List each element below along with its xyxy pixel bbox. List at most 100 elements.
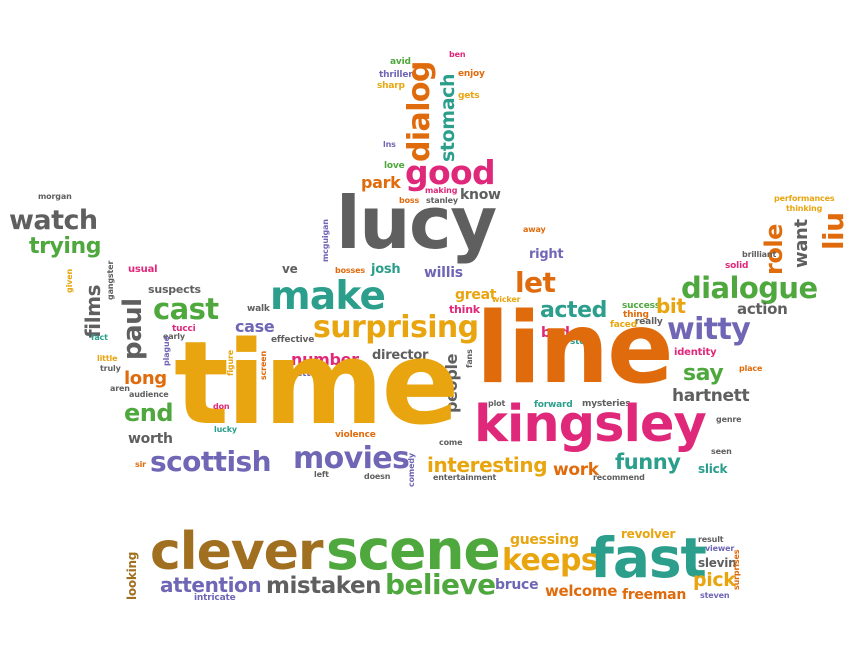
word-fact: fact xyxy=(91,333,108,342)
word-wicker: make xyxy=(270,274,386,319)
word-josh: josh xyxy=(371,262,401,277)
word-trying: trying xyxy=(29,234,102,259)
word-make: dialogue xyxy=(681,271,818,305)
word-thriller: thriller xyxy=(379,70,413,80)
word-freeman: freeman xyxy=(622,587,687,603)
word-dialogue: solid xyxy=(725,261,749,271)
word-ve: ve xyxy=(282,262,298,276)
word-director: director xyxy=(372,348,429,363)
word-suspects: suspects xyxy=(148,283,201,296)
word-know: know xyxy=(460,187,501,203)
word-intricate: intricate xyxy=(194,593,236,603)
word-bit: bit xyxy=(656,294,686,318)
word-case: early xyxy=(163,332,185,341)
word-worth: worth xyxy=(128,431,173,447)
word-performances: performances xyxy=(774,194,835,203)
word-bosses: bosses xyxy=(335,266,365,275)
word-aren: aren xyxy=(110,384,130,393)
word-scottish: scottish xyxy=(150,445,272,478)
word-mcguigan: mcguigan xyxy=(321,219,330,262)
word-result: result xyxy=(698,535,724,544)
word-morgan: morgan xyxy=(38,192,72,201)
word-given: given xyxy=(65,268,74,293)
word-genre: genre xyxy=(716,415,742,424)
word-gangster: gangster xyxy=(106,260,115,300)
word-sharp: sharp xyxy=(377,81,405,91)
word-viewer: viewer xyxy=(705,544,735,553)
word-scene: scene xyxy=(326,518,501,582)
word-stanley: stanley xyxy=(426,196,458,205)
word-tucci: walk xyxy=(247,304,270,314)
word-want: want xyxy=(791,219,812,268)
word-story: acted xyxy=(540,298,607,323)
word-line: line xyxy=(476,292,674,406)
word-fast: fast xyxy=(590,526,707,590)
word-usual: usual xyxy=(128,264,158,275)
word-bad: faced xyxy=(610,320,637,330)
word-left: left xyxy=(314,470,329,479)
word-watch: watch xyxy=(9,205,98,236)
word-acted: really xyxy=(635,317,663,327)
word-seen: seen xyxy=(711,447,732,456)
word-solid: story xyxy=(570,337,596,347)
word-bruce: bruce xyxy=(495,577,539,593)
word-lns: lns xyxy=(383,140,396,149)
word-plot: plot xyxy=(488,399,506,408)
word-love: love xyxy=(384,161,405,171)
word-great: cast xyxy=(153,292,219,326)
word-avid: avid xyxy=(390,57,411,67)
word-dialog: dialog xyxy=(402,61,437,162)
word-right: right xyxy=(529,247,564,262)
word-guessing: guessing xyxy=(510,532,579,548)
word-slick: slick xyxy=(698,462,728,476)
word-brilliant: bad xyxy=(541,325,570,341)
word-mysteries: mysteries xyxy=(582,399,631,409)
word-recommend: recommend xyxy=(593,473,645,482)
word-effective: case xyxy=(235,317,275,336)
word-interesting: interesting xyxy=(427,453,548,477)
word-pick: pick xyxy=(693,569,736,591)
word-place: place xyxy=(739,364,763,373)
word-doesn: doesn xyxy=(364,472,391,481)
word-surprises: surprises xyxy=(732,549,741,590)
word-believe: believe xyxy=(385,568,496,601)
word-willis: willis xyxy=(424,265,463,281)
word-end: end xyxy=(124,399,174,427)
word-come: come xyxy=(439,438,463,447)
word-boss: boss xyxy=(399,196,420,205)
word-slevin: slevin xyxy=(698,556,737,570)
word-don: don xyxy=(213,402,230,411)
word-enjoy: enjoy xyxy=(458,69,485,79)
word-early: wicker xyxy=(492,295,521,304)
word-films: films xyxy=(81,284,105,338)
word-funny: funny xyxy=(615,450,681,474)
word-entertainment: entertainment xyxy=(433,473,497,482)
word-hartnett: hartnett xyxy=(672,386,750,406)
word-plague: plague xyxy=(162,336,171,366)
word-revolver: revolver xyxy=(621,527,676,541)
word-violence: violence xyxy=(335,430,376,440)
word-work: work xyxy=(553,460,599,480)
word-number: number xyxy=(291,350,359,369)
word-kingsley: kingsley xyxy=(474,395,707,454)
word-welcome: welcome xyxy=(545,582,618,600)
word-comedy: comedy xyxy=(407,453,416,487)
word-looking: looking xyxy=(125,551,139,600)
word-making: making xyxy=(425,186,458,195)
word-let: brilliant xyxy=(742,250,777,259)
word-truly: truly xyxy=(100,364,121,373)
word-identity: identity xyxy=(674,347,717,358)
word-paul: paul xyxy=(118,298,148,361)
word-thing: effective xyxy=(271,335,315,345)
word-thinking: thinking xyxy=(786,204,823,213)
word-long: long xyxy=(124,368,167,389)
word-witty: witty xyxy=(667,312,751,347)
word-time: time xyxy=(174,317,459,451)
word-think: think xyxy=(449,303,480,316)
word-action: action xyxy=(737,300,788,318)
word-attention: attention xyxy=(160,573,262,597)
word-movies: movies xyxy=(293,441,410,476)
word-lucky: lucky xyxy=(214,425,237,434)
word-liu: liu xyxy=(817,212,850,250)
word-better: better xyxy=(290,369,321,379)
